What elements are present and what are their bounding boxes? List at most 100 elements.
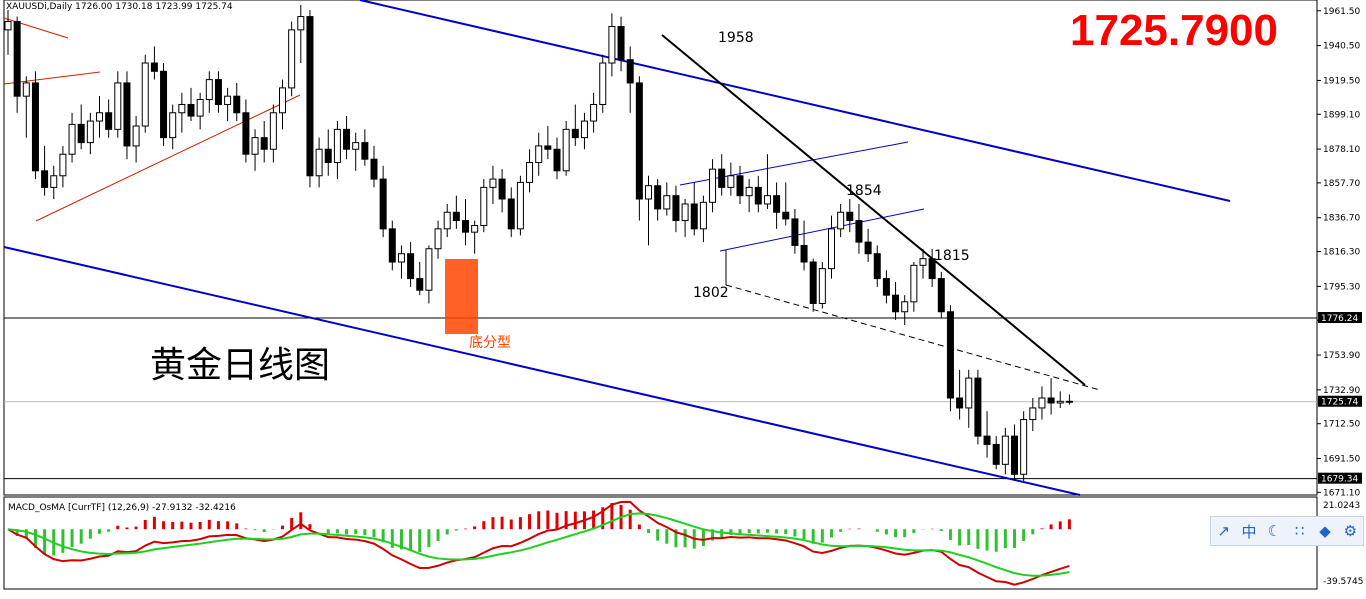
candle [462,198,469,246]
candle-body [846,211,854,222]
candle-body [160,70,168,139]
candle-body [727,175,735,188]
candle [599,54,607,113]
candle [416,262,424,296]
candle-body [654,185,662,210]
candle [1001,427,1009,475]
candle [535,132,543,176]
candle [626,46,634,113]
candle [809,258,817,312]
candle [150,46,158,80]
candle-body [1020,419,1028,475]
candle [617,16,625,72]
dots-icon[interactable]: ∷ [1294,522,1305,540]
candle-body [873,253,881,280]
candle-body [882,278,890,296]
candle-body [242,112,250,155]
candle [608,13,616,77]
candle-body [50,175,58,188]
candle-body [132,125,140,147]
candle [141,54,149,133]
candle [407,242,415,287]
moon-icon[interactable]: ☾ [1267,522,1282,540]
candle [645,175,652,246]
candle-body [699,201,707,230]
candle-body [763,195,771,205]
candle-body [800,244,808,263]
candle-body [434,228,442,250]
candle-body [489,178,497,188]
candle [397,245,405,279]
price-annotation: 1958 [718,30,754,46]
candle [635,76,643,221]
candle-body [41,170,49,188]
toolbar: ↗ 中 ☾ ∷ ◆ ⚙ [1210,516,1364,546]
candle-body [773,195,781,213]
candle [22,76,30,138]
trend-channels [3,0,1231,496]
candle-body [617,26,625,61]
candle [818,262,826,309]
candle-body [562,128,570,172]
dashed-support-line [725,284,1101,391]
candle-body [919,258,927,266]
macd-top-label: 21.0243 [1323,501,1360,511]
shirt-icon[interactable]: ◆ [1319,522,1331,540]
candle-body [809,261,817,304]
candle-body [553,148,561,172]
candle-body [114,82,122,130]
macd-indicator: MACD_OsMA [CurrTF] (12,26,9) -27.9132 -3… [7,500,1363,587]
candle-body [388,228,396,263]
candle-body [818,268,826,304]
candle [782,182,790,226]
pattern-highlight [445,259,478,334]
candle [983,411,991,458]
candle-body [31,82,39,172]
candle [672,185,680,233]
red-trendline [35,94,301,222]
candle [77,104,85,150]
candle [864,228,872,263]
tick-label: 1795.30 [1323,282,1360,292]
candle-body [901,301,909,313]
candle [745,179,753,213]
candle [1038,386,1046,420]
candle [946,305,954,412]
candle [837,203,845,238]
candle-body [1047,397,1055,404]
gear-icon[interactable]: ⚙ [1343,522,1358,540]
candle-body [22,82,30,97]
candle-body [96,112,103,122]
arrow-icon[interactable]: ↗ [1217,522,1230,540]
candle-body [837,211,845,230]
candle-body [580,120,588,139]
price-annotation: 1854 [846,183,882,199]
tick-label: 1857.70 [1323,179,1360,189]
macd-bottom-label: -39.5745 [1323,577,1363,587]
signal-line [7,512,1070,577]
candle-body [68,123,76,155]
candle-body [407,253,415,280]
candle [13,16,21,113]
candle [452,195,460,229]
candle-body [635,82,643,200]
candle [352,132,360,171]
candle [699,195,707,243]
candle-body [974,377,982,437]
candle-body [782,211,790,220]
candle [132,116,140,163]
candle-body [1065,400,1073,403]
candle [187,87,195,122]
lang-icon[interactable]: 中 [1241,522,1257,541]
candle [105,99,113,138]
candle [361,129,369,166]
candle-body [343,128,351,150]
candle [260,121,268,163]
candle-body [480,186,488,227]
descending-trendline [661,34,1086,386]
candle-body [425,248,433,291]
tick-label: 1691.50 [1323,455,1360,465]
candle-body [260,137,268,150]
candle [169,104,177,150]
